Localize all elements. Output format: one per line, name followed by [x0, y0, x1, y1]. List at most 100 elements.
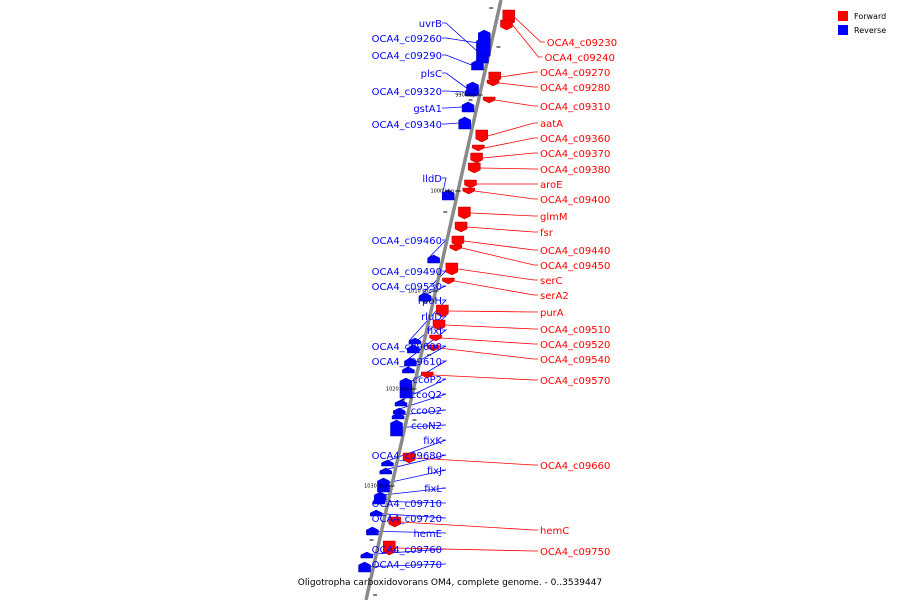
gene-label-reverse[interactable]: OCA4_c09340 [372, 120, 442, 131]
gene-label-reverse[interactable]: OCA4_c09610 [372, 357, 442, 368]
gene-label-forward[interactable]: OCA4_c09660 [540, 461, 610, 472]
gene-block-ccoN2[interactable] [390, 419, 403, 437]
gene-label-forward[interactable]: OCA4_c09360 [540, 134, 610, 145]
gene-label-reverse[interactable]: ccoP2 [412, 375, 442, 386]
gene-label-reverse[interactable]: ccoN2 [411, 421, 442, 432]
gene-label-forward[interactable]: OCA4_c09510 [540, 325, 610, 336]
gene-label-forward[interactable]: aatA [540, 119, 563, 130]
gene-block-glmM[interactable] [458, 206, 471, 220]
gene-block-OCA4_c09710[interactable] [372, 497, 386, 505]
gene-block-gstA1[interactable] [461, 101, 475, 113]
gene-block-fixK[interactable] [381, 459, 394, 467]
gene-block-OCA4_c09750[interactable] [383, 540, 396, 556]
gene-block-purA[interactable] [436, 304, 449, 318]
gene-label-reverse[interactable]: fixK [423, 436, 442, 447]
gene-label-forward[interactable]: OCA4_c09440 [540, 246, 610, 257]
gene-block-OCA4_c09450[interactable] [449, 244, 463, 252]
gene-label-reverse[interactable]: gstA1 [413, 104, 442, 115]
gene-label-reverse[interactable]: OCA4_c09710 [372, 499, 442, 510]
gene-block-OCA4_c09460[interactable] [427, 254, 440, 264]
gene-block-lldD[interactable] [442, 189, 455, 201]
gene-block-OCA4_c09680[interactable] [379, 467, 392, 475]
gene-label-reverse[interactable]: uvrB [419, 19, 442, 30]
gene-label-forward[interactable]: OCA4_c09450 [540, 261, 610, 272]
gene-block-OCA4_c09240[interactable] [500, 19, 513, 31]
gene-label-reverse[interactable]: OCA4_c09460 [372, 236, 442, 247]
gene-block-OCA4_c09340[interactable] [458, 116, 471, 130]
gene-label-reverse[interactable]: OCA4_c09760 [372, 545, 442, 556]
gene-label-reverse[interactable]: OCA4_c09260 [372, 34, 442, 45]
gene-block-ccoQ2[interactable] [392, 407, 406, 415]
gene-label-forward[interactable]: aroE [540, 180, 562, 191]
gene-label-reverse[interactable]: fixL [424, 484, 442, 495]
gene-block-OCA4_c09600[interactable] [402, 366, 415, 374]
gene-block-OCA4_c09380[interactable] [468, 162, 481, 174]
gene-label-reverse[interactable]: OCA4_c09600 [372, 342, 442, 353]
gene-block-OCA4_c09540[interactable] [427, 344, 440, 352]
gene-label-forward[interactable]: OCA4_c09270 [540, 68, 610, 79]
gene-label-forward[interactable]: purA [540, 308, 564, 319]
gene-block-OCA4_c09770[interactable] [358, 561, 371, 573]
gene-label-forward[interactable]: OCA4_c09570 [540, 376, 610, 387]
gene-label-reverse[interactable]: fixI [427, 326, 442, 337]
gene-label-reverse[interactable]: OCA4_c09490 [372, 267, 442, 278]
gene-block-rpoH[interactable] [408, 337, 422, 345]
gene-block-OCA4_c09440[interactable] [451, 235, 465, 247]
gene-block-OCA4_c09280[interactable] [486, 79, 500, 87]
gene-label-forward[interactable]: glmM [540, 212, 568, 223]
gene-block-fixJ[interactable] [377, 477, 390, 493]
gene-label-forward[interactable]: OCA4_c09310 [540, 102, 610, 113]
gene-block-aatA[interactable] [475, 129, 488, 143]
gene-block-OCA4_c09260[interactable] [478, 29, 491, 57]
gene-block-OCA4_c09320[interactable] [464, 87, 478, 97]
gene-label-reverse[interactable]: OCA4_c09680 [372, 451, 442, 462]
gene-label-forward[interactable]: OCA4_c09400 [540, 195, 610, 206]
gene-block-hemC[interactable] [388, 516, 401, 528]
gene-label-forward[interactable]: serA2 [540, 291, 569, 302]
gene-block-hemE[interactable] [366, 526, 379, 536]
gene-block-OCA4_c09720[interactable] [370, 509, 383, 517]
gene-label-reverse[interactable]: OCA4_c09530 [372, 282, 442, 293]
gene-block-serA2[interactable] [442, 277, 455, 285]
gene-block-fsr[interactable] [454, 221, 468, 233]
gene-label-forward[interactable]: OCA4_c09750 [540, 547, 610, 558]
gene-label-reverse[interactable]: fixJ [427, 466, 442, 477]
gene-block-OCA4_c09520[interactable] [429, 334, 442, 342]
gene-label-reverse[interactable]: rpoH [418, 296, 442, 307]
gene-block-OCA4_c09400[interactable] [462, 187, 475, 195]
gene-label-forward[interactable]: OCA4_c09230 [547, 38, 617, 49]
gene-block-OCA4_c09360[interactable] [472, 144, 485, 152]
gene-block-OCA4_c09760[interactable] [360, 551, 374, 559]
gene-block-aroE[interactable] [464, 179, 477, 189]
gene-block-OCA4_c09530[interactable] [418, 292, 432, 302]
gene-label-reverse[interactable]: ccoO2 [411, 406, 442, 417]
gene-label-reverse[interactable]: ccoQ2 [411, 390, 442, 401]
gene-label-forward[interactable]: OCA4_c09370 [540, 149, 610, 160]
gene-label-forward[interactable]: OCA4_c09240 [545, 53, 615, 64]
gene-block-OCA4_c09290[interactable] [471, 59, 484, 71]
gene-label-reverse[interactable]: OCA4_c09320 [372, 87, 442, 98]
gene-label-forward[interactable]: OCA4_c09540 [540, 355, 610, 366]
gene-block-serC[interactable] [445, 262, 459, 276]
gene-label-forward[interactable]: serC [540, 276, 562, 287]
gene-block-OCA4_c09610[interactable] [399, 377, 413, 399]
gene-label-forward[interactable]: OCA4_c09380 [540, 165, 610, 176]
gene-block-fixL[interactable] [374, 491, 387, 501]
gene-label-forward[interactable]: hemC [540, 526, 569, 537]
gene-block-ccoP2[interactable] [394, 399, 408, 407]
gene-block-OCA4_c09570[interactable] [421, 371, 434, 379]
gene-label-reverse[interactable]: OCA4_c09770 [372, 560, 442, 571]
gene-block-OCA4_c09660[interactable] [402, 452, 416, 464]
gene-block-OCA4_c09370[interactable] [470, 152, 483, 164]
gene-label-reverse[interactable]: OCA4_c09290 [372, 51, 442, 62]
gene-label-reverse[interactable]: OCA4_c09720 [372, 514, 442, 525]
gene-label-reverse[interactable]: rluD [421, 312, 442, 323]
gene-label-reverse[interactable]: hemE [413, 529, 442, 540]
gene-block-rluD[interactable] [407, 344, 420, 354]
gene-block-OCA4_c09510[interactable] [432, 319, 446, 331]
gene-label-reverse[interactable]: plsC [421, 69, 442, 80]
gene-label-forward[interactable]: OCA4_c09520 [540, 340, 610, 351]
gene-label-forward[interactable]: fsr [540, 228, 554, 239]
gene-block-OCA4_c09310[interactable] [482, 96, 496, 104]
gene-label-reverse[interactable]: lldD [422, 174, 442, 185]
